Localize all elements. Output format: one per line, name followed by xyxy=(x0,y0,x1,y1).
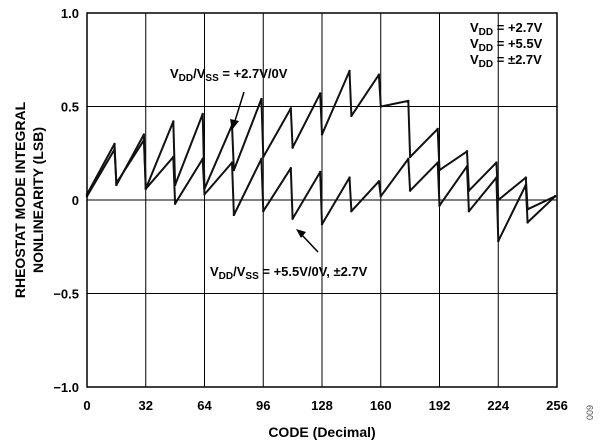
legend-entry-3: VDD = ±2.7V xyxy=(470,52,542,70)
series-2-point xyxy=(262,210,265,213)
x-tick-label: 192 xyxy=(429,398,451,413)
annotation-top-arrow xyxy=(233,91,245,125)
series-2-point xyxy=(377,180,381,183)
x-tick-label: 64 xyxy=(197,398,212,413)
y-tick-label: 1.0 xyxy=(61,6,79,21)
x-tick-label: 160 xyxy=(370,398,392,413)
series-2-line xyxy=(86,139,556,243)
series-1-point xyxy=(407,99,410,103)
series-2-point xyxy=(144,187,147,190)
series-1-point xyxy=(113,142,116,146)
x-tick-label: 0 xyxy=(83,398,90,413)
series-2-point xyxy=(407,157,410,161)
x-tick-label: 128 xyxy=(311,398,333,413)
series-1-point xyxy=(436,127,439,131)
series-2-point xyxy=(497,239,500,243)
series-2-point xyxy=(201,157,204,161)
series-2-point xyxy=(173,202,177,205)
series-2-point xyxy=(348,176,351,179)
series-1-point xyxy=(379,105,382,108)
legend: VDD = +2.7V VDD = +5.5V VDD = ±2.7V xyxy=(470,20,543,70)
series-1-point xyxy=(350,114,353,118)
series-1-point xyxy=(142,133,146,136)
series-2-point xyxy=(203,193,206,196)
series-2-point xyxy=(232,213,236,217)
series-2-point xyxy=(350,210,353,213)
series-2-point xyxy=(291,217,294,220)
series-2-point xyxy=(465,165,469,168)
series-1-point xyxy=(172,120,175,123)
series-2-point xyxy=(436,161,439,164)
series-2-point xyxy=(260,157,263,161)
y-tick-labels: −1.0 −0.5 0 0.5 1.0 xyxy=(53,6,79,395)
x-axis-title: CODE (Decimal) xyxy=(268,424,375,440)
series-2-point xyxy=(524,183,527,187)
annotation-bottom-label: VDD/VSS = +5.5V/0V, ±2.7V xyxy=(210,264,368,282)
series-2-point xyxy=(289,167,292,170)
series-1-point xyxy=(291,146,294,149)
series-2-point xyxy=(142,138,146,142)
y-tick-label: 0.5 xyxy=(61,100,79,115)
x-tick-labels: 0 32 64 96 128 160 192 224 256 xyxy=(83,398,567,413)
x-tick-label: 32 xyxy=(139,398,153,413)
series-1-point xyxy=(524,176,527,179)
x-tick-label: 224 xyxy=(487,398,509,413)
series-1-point xyxy=(408,155,412,159)
series-1-point xyxy=(465,150,469,153)
x-tick-label: 96 xyxy=(256,398,270,413)
x-tick-label: 256 xyxy=(546,398,568,413)
annotation-bottom-arrowhead xyxy=(296,229,306,238)
series-1-point xyxy=(201,112,204,116)
series-1-point xyxy=(320,133,324,136)
series-1-point xyxy=(318,92,322,95)
series-2-point xyxy=(379,195,382,198)
series-2-point xyxy=(526,221,529,224)
series-1-point xyxy=(262,155,265,159)
y-tick-label: 0 xyxy=(72,193,79,208)
annotation-top-label: VDD/VSS = +2.7V/0V xyxy=(170,66,288,84)
series-2-point xyxy=(230,161,234,164)
annotation-top: VDD/VSS = +2.7V/0V xyxy=(170,66,288,130)
y-tick-label: −1.0 xyxy=(53,380,79,395)
y-axis-title-line2: NONLINEARITY (LSB) xyxy=(30,127,46,273)
annotation-bottom-arrow xyxy=(300,233,319,253)
y-tick-label: −0.5 xyxy=(53,287,79,302)
series-2-point xyxy=(172,155,175,159)
series-2-point xyxy=(115,181,118,185)
series-layer xyxy=(85,69,557,243)
series-1-point xyxy=(289,107,292,110)
legend-entry-1: VDD = +2.7V xyxy=(470,20,543,38)
series-1-point xyxy=(115,183,118,187)
series-1-point xyxy=(348,69,351,73)
series-2-point xyxy=(113,148,116,151)
series-2-point xyxy=(495,176,498,179)
series-1-point xyxy=(260,97,263,101)
series-2-point xyxy=(318,170,322,174)
series-1-point xyxy=(495,161,498,164)
plot-frame xyxy=(86,12,558,388)
figure-id: 009 xyxy=(585,405,595,420)
series-2-point xyxy=(320,223,324,226)
series-2-point xyxy=(467,210,471,213)
legend-entry-2: VDD = +5.5V xyxy=(470,36,543,54)
y-axis-title-line1: RHEOSTAT MODE INTEGRAL xyxy=(12,101,28,298)
y-axis-title: RHEOSTAT MODE INTEGRAL NONLINEARITY (LSB… xyxy=(12,101,46,298)
series-2-point xyxy=(438,204,441,207)
annotation-top-arrowhead xyxy=(230,119,239,130)
series-2-point xyxy=(553,195,557,198)
series-1-point xyxy=(377,73,381,76)
series-2-point xyxy=(408,189,412,192)
annotation-bottom: VDD/VSS = +5.5V/0V, ±2.7V xyxy=(210,229,368,282)
